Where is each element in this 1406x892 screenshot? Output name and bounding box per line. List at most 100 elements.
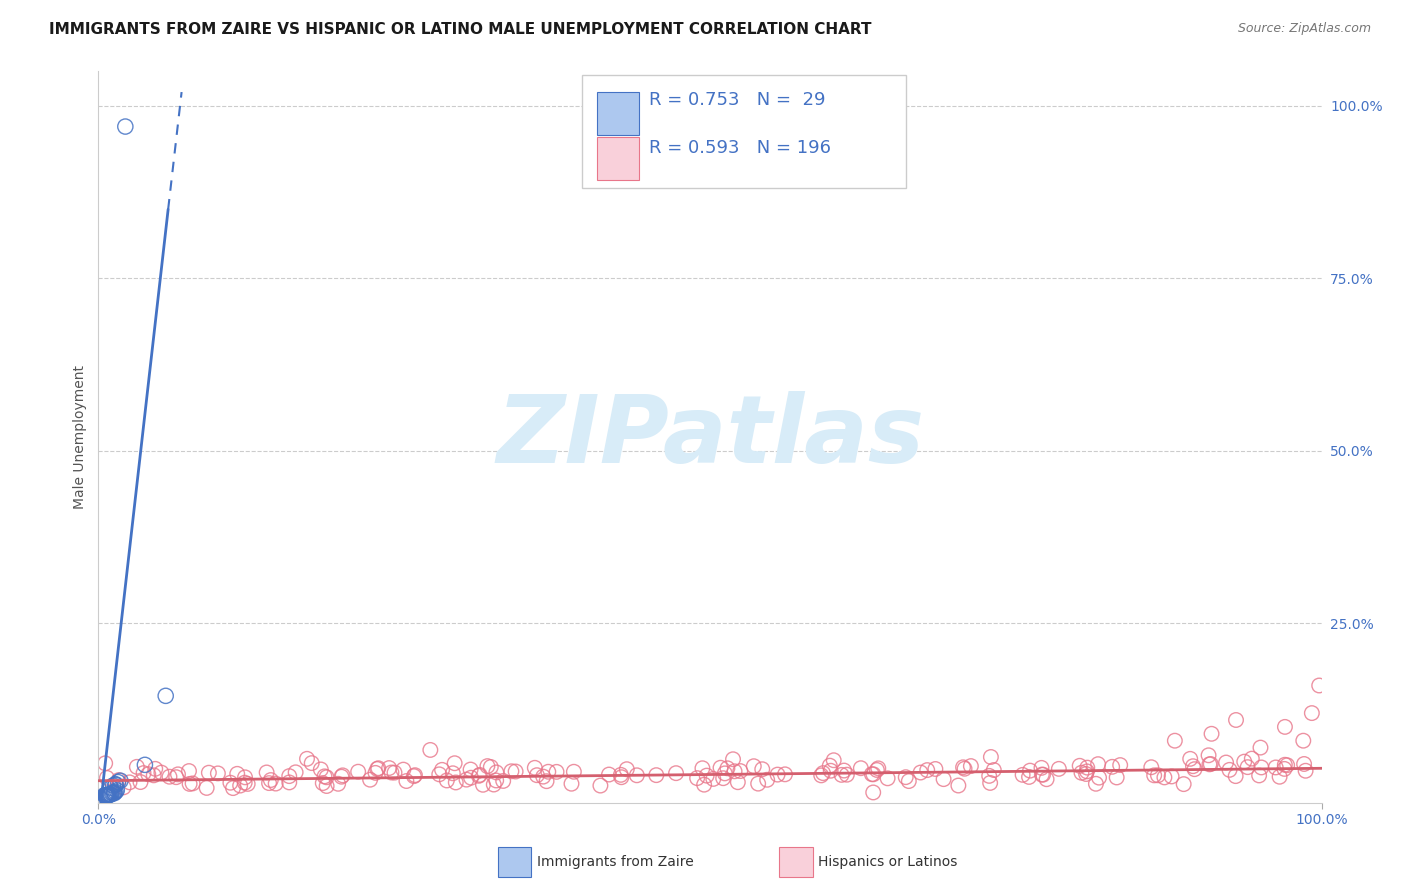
Point xyxy=(1233,755,1256,769)
Point xyxy=(1274,720,1296,734)
Point xyxy=(1295,764,1317,778)
Point xyxy=(723,764,745,779)
Point xyxy=(1198,748,1220,763)
Point xyxy=(523,761,546,775)
Point xyxy=(100,788,122,802)
Point xyxy=(395,774,418,789)
Point xyxy=(332,768,354,782)
Point xyxy=(129,775,152,789)
Point xyxy=(501,764,523,779)
Point xyxy=(1019,764,1042,778)
Point xyxy=(1264,760,1286,774)
Point xyxy=(1184,762,1206,776)
Point xyxy=(1032,767,1054,781)
Point xyxy=(1215,756,1237,770)
Point xyxy=(219,776,242,790)
Point xyxy=(134,757,156,772)
Point xyxy=(742,759,765,773)
Point xyxy=(364,765,387,780)
Point xyxy=(110,773,132,788)
Point xyxy=(233,770,256,784)
Point xyxy=(831,768,853,782)
Point xyxy=(257,776,280,790)
FancyBboxPatch shape xyxy=(598,137,640,180)
Point xyxy=(1087,757,1109,772)
Point xyxy=(347,764,370,779)
Point xyxy=(460,771,482,785)
Point xyxy=(492,774,515,789)
Point xyxy=(960,759,983,773)
Point xyxy=(526,768,548,782)
Text: Immigrants from Zaire: Immigrants from Zaire xyxy=(537,855,693,869)
Point xyxy=(477,759,499,773)
Point xyxy=(1105,771,1128,785)
Point xyxy=(709,761,731,775)
Point xyxy=(692,761,714,775)
Point xyxy=(626,768,648,782)
Point xyxy=(468,769,491,783)
Point xyxy=(96,788,118,802)
Point xyxy=(104,778,127,792)
Point xyxy=(756,772,779,787)
Point xyxy=(104,777,127,791)
Text: IMMIGRANTS FROM ZAIRE VS HISPANIC OR LATINO MALE UNEMPLOYMENT CORRELATION CHART: IMMIGRANTS FROM ZAIRE VS HISPANIC OR LAT… xyxy=(49,22,872,37)
Point xyxy=(94,788,117,802)
Point xyxy=(112,780,135,795)
Point xyxy=(832,764,855,778)
Point xyxy=(1218,763,1240,777)
Point xyxy=(1308,678,1330,692)
Point xyxy=(471,778,494,792)
Point xyxy=(616,762,638,776)
Point xyxy=(284,765,307,780)
Point xyxy=(979,769,1001,783)
Point xyxy=(1240,751,1263,765)
Point xyxy=(443,756,465,771)
Point xyxy=(1076,764,1098,779)
Point xyxy=(114,120,136,134)
Point xyxy=(441,766,464,780)
Point xyxy=(94,788,117,802)
Point xyxy=(1035,772,1057,787)
Point xyxy=(948,779,970,793)
Point xyxy=(589,779,612,793)
Point xyxy=(862,767,884,781)
Point xyxy=(1153,771,1175,785)
Point xyxy=(1173,777,1195,791)
Point xyxy=(436,773,458,788)
Point xyxy=(1084,777,1107,791)
Point xyxy=(818,758,841,772)
Y-axis label: Male Unemployment: Male Unemployment xyxy=(73,365,87,509)
Point xyxy=(730,764,752,778)
Point xyxy=(910,765,932,780)
Point xyxy=(384,765,406,780)
Point xyxy=(485,773,508,788)
Point xyxy=(402,769,425,783)
Point xyxy=(1225,769,1247,783)
Point xyxy=(686,771,709,785)
Point xyxy=(1274,762,1296,776)
Point xyxy=(1140,760,1163,774)
Point xyxy=(1301,706,1323,720)
Point xyxy=(980,750,1002,764)
Point xyxy=(531,770,554,784)
Point xyxy=(456,772,478,787)
Point xyxy=(301,756,323,770)
Point xyxy=(835,767,858,781)
Point xyxy=(367,761,389,775)
Point xyxy=(1236,760,1258,774)
Point xyxy=(810,768,832,782)
Point xyxy=(378,761,401,775)
Point xyxy=(136,767,159,781)
Point xyxy=(198,765,221,780)
Point xyxy=(150,765,173,780)
Point xyxy=(1275,758,1298,772)
Point xyxy=(309,763,332,777)
Point xyxy=(1201,727,1223,741)
Point xyxy=(747,777,769,791)
Point xyxy=(181,776,204,790)
Point xyxy=(1109,758,1132,772)
Point xyxy=(645,768,668,782)
Point xyxy=(1249,740,1271,755)
Point xyxy=(125,760,148,774)
Text: Hispanics or Latinos: Hispanics or Latinos xyxy=(818,855,957,869)
